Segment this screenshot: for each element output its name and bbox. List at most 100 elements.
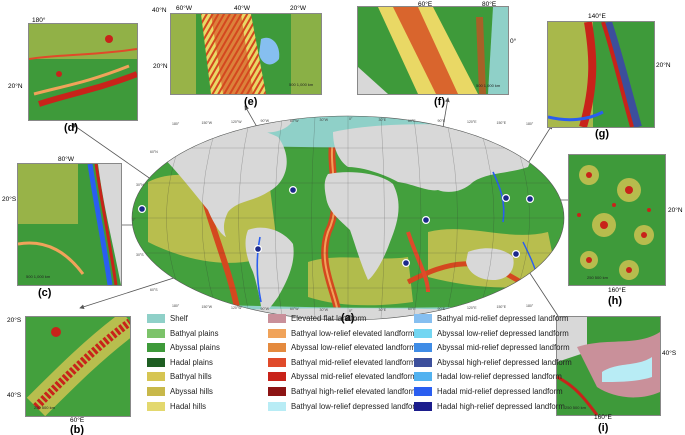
inset-f: 500 1,000 km — [357, 6, 509, 95]
inset-e-coord-3: 40°N — [152, 7, 167, 14]
legend-swatch — [414, 343, 432, 353]
marker-b-c — [253, 245, 262, 254]
legend-label: Bathyal low-relief depressed landform — [291, 401, 422, 411]
inset-e-coord-2: 20°W — [290, 5, 306, 12]
arrow-to-d — [71, 123, 156, 183]
inset-d-coord-1: 20°N — [8, 83, 23, 90]
inset-b-coord-2: 60°E — [70, 417, 85, 424]
legend-item: Abyssal low-relief elevated landform — [268, 342, 416, 353]
graticule-label: 150°E — [496, 305, 507, 309]
inset-b-label: (b) — [70, 424, 85, 435]
inset-b-scale: 250 500 km — [34, 405, 55, 410]
legend-item: Elevated flat landform — [268, 313, 366, 324]
legend-swatch — [147, 328, 165, 338]
legend-item: Abyssal hills — [147, 386, 213, 397]
legend-label: Hadal plains — [170, 357, 213, 367]
legend-label: Abyssal hills — [170, 387, 213, 396]
legend-item: Bathyal mid-relief depressed landform — [414, 313, 568, 324]
legend-swatch — [268, 328, 286, 338]
inset-e: 500 1,000 km — [170, 13, 322, 95]
legend-label: Bathyal mid-relief elevated landform — [291, 357, 416, 367]
graticule-label: 120°E — [467, 120, 477, 125]
graticule-label: 120°W — [231, 305, 242, 310]
legend-label: Abyssal mid-relief elevated landform — [291, 372, 417, 382]
legend-item: Hadal high-relief depressed landform — [414, 401, 565, 412]
inset-d-coord-0: 180° — [32, 17, 46, 24]
legend-swatch — [414, 357, 432, 367]
inset-b: 250 500 km — [25, 316, 131, 417]
legend-label: Abyssal low-relief elevated landform — [291, 343, 416, 353]
inset-g-map — [548, 22, 654, 127]
australia-landmass — [466, 248, 514, 280]
legend-item: Bathyal hills — [147, 371, 212, 382]
marker-c — [138, 204, 147, 213]
legend-swatch — [414, 387, 432, 396]
graticule-label: 150°E — [496, 121, 507, 125]
inset-h-map — [569, 155, 665, 285]
legend-swatch — [414, 401, 432, 411]
graticule-label: 30°E — [378, 117, 387, 122]
inset-d — [28, 23, 138, 121]
legend-item: Hadal plains — [147, 357, 213, 368]
inset-h: 250 500 km — [568, 154, 666, 286]
legend-label: Elevated flat landform — [291, 314, 367, 323]
graticule-label: 60°W — [290, 307, 299, 312]
inset-f-label: (f) — [434, 96, 445, 108]
legend-item: Hadal low-relief depressed landform — [414, 371, 562, 382]
legend-label: Shelf — [170, 314, 188, 323]
legend-item: Bathyal plains — [147, 328, 219, 339]
marker-b — [402, 259, 411, 268]
legend-label: Bathyal plains — [170, 328, 219, 338]
legend-label: Abyssal mid-relief depressed landform — [437, 343, 570, 353]
legend-swatch — [268, 401, 286, 411]
legend-label: Hadal low-relief depressed landform — [437, 372, 562, 382]
legend-swatch — [268, 387, 286, 396]
legend-swatch — [147, 343, 165, 353]
legend-label: Bathyal mid-relief depressed landform — [437, 314, 569, 323]
graticule-label: 60°E — [408, 307, 416, 312]
marker-f — [422, 215, 431, 224]
inset-e-map — [171, 14, 321, 94]
graticule-label: 90°E — [437, 119, 446, 124]
legend-label: Hadal hills — [170, 401, 206, 411]
graticule-label: 150°W — [201, 305, 213, 309]
inset-e-scale: 500 1,000 km — [289, 82, 314, 87]
inset-c-scale: 500 1,000 km — [26, 274, 51, 279]
legend-label: Bathyal low-relief elevated landform — [291, 328, 415, 338]
marker-e — [289, 185, 298, 194]
graticule-label: 0° — [349, 117, 353, 121]
graticule-label: 180° — [526, 121, 534, 126]
world-map — [131, 115, 565, 321]
inset-f-coord-2: 0° — [510, 38, 517, 45]
legend-item: Abyssal high-relief depressed landform — [414, 357, 572, 368]
inset-g-label: (g) — [595, 128, 610, 140]
legend-item: Bathyal mid-relief elevated landform — [268, 357, 415, 368]
inset-h-label: (h) — [608, 295, 623, 307]
legend-swatch — [414, 372, 432, 382]
graticule-label: 60°E — [408, 118, 416, 123]
inset-f-coord-1: 80°E — [482, 1, 497, 8]
legend-swatch — [414, 314, 432, 323]
inset-c-coord-1: 20°S — [2, 196, 17, 203]
graticule-label: 120°W — [231, 120, 242, 125]
legend-swatch — [147, 372, 165, 382]
inset-e-coord-4: 20°N — [153, 63, 168, 70]
inset-e-coord-0: 60°W — [176, 5, 192, 12]
inset-i-map — [557, 317, 660, 415]
inset-i-label: (i) — [598, 422, 609, 434]
main-map-label: (a) — [341, 312, 355, 324]
inset-e-coord-1: 40°W — [234, 5, 250, 12]
legend-item: Abyssal plains — [147, 342, 220, 353]
inset-i-scale: 250 500 km — [565, 405, 586, 410]
inset-d-map — [29, 24, 137, 120]
inset-b-coord-0: 20°S — [7, 317, 22, 324]
graticule-label: 180° — [172, 121, 180, 126]
inset-f-scale: 500 1,000 km — [476, 83, 501, 88]
graticule-label: 120°E — [467, 305, 477, 310]
graticule-label: 60°W — [290, 118, 299, 123]
graticule-label: 30°E — [378, 308, 387, 313]
legend-item: Abyssal mid-relief elevated landform — [268, 371, 417, 382]
north-america-landmass — [158, 123, 287, 237]
legend-swatch — [147, 314, 165, 323]
inset-i: 250 500 km — [556, 316, 661, 416]
